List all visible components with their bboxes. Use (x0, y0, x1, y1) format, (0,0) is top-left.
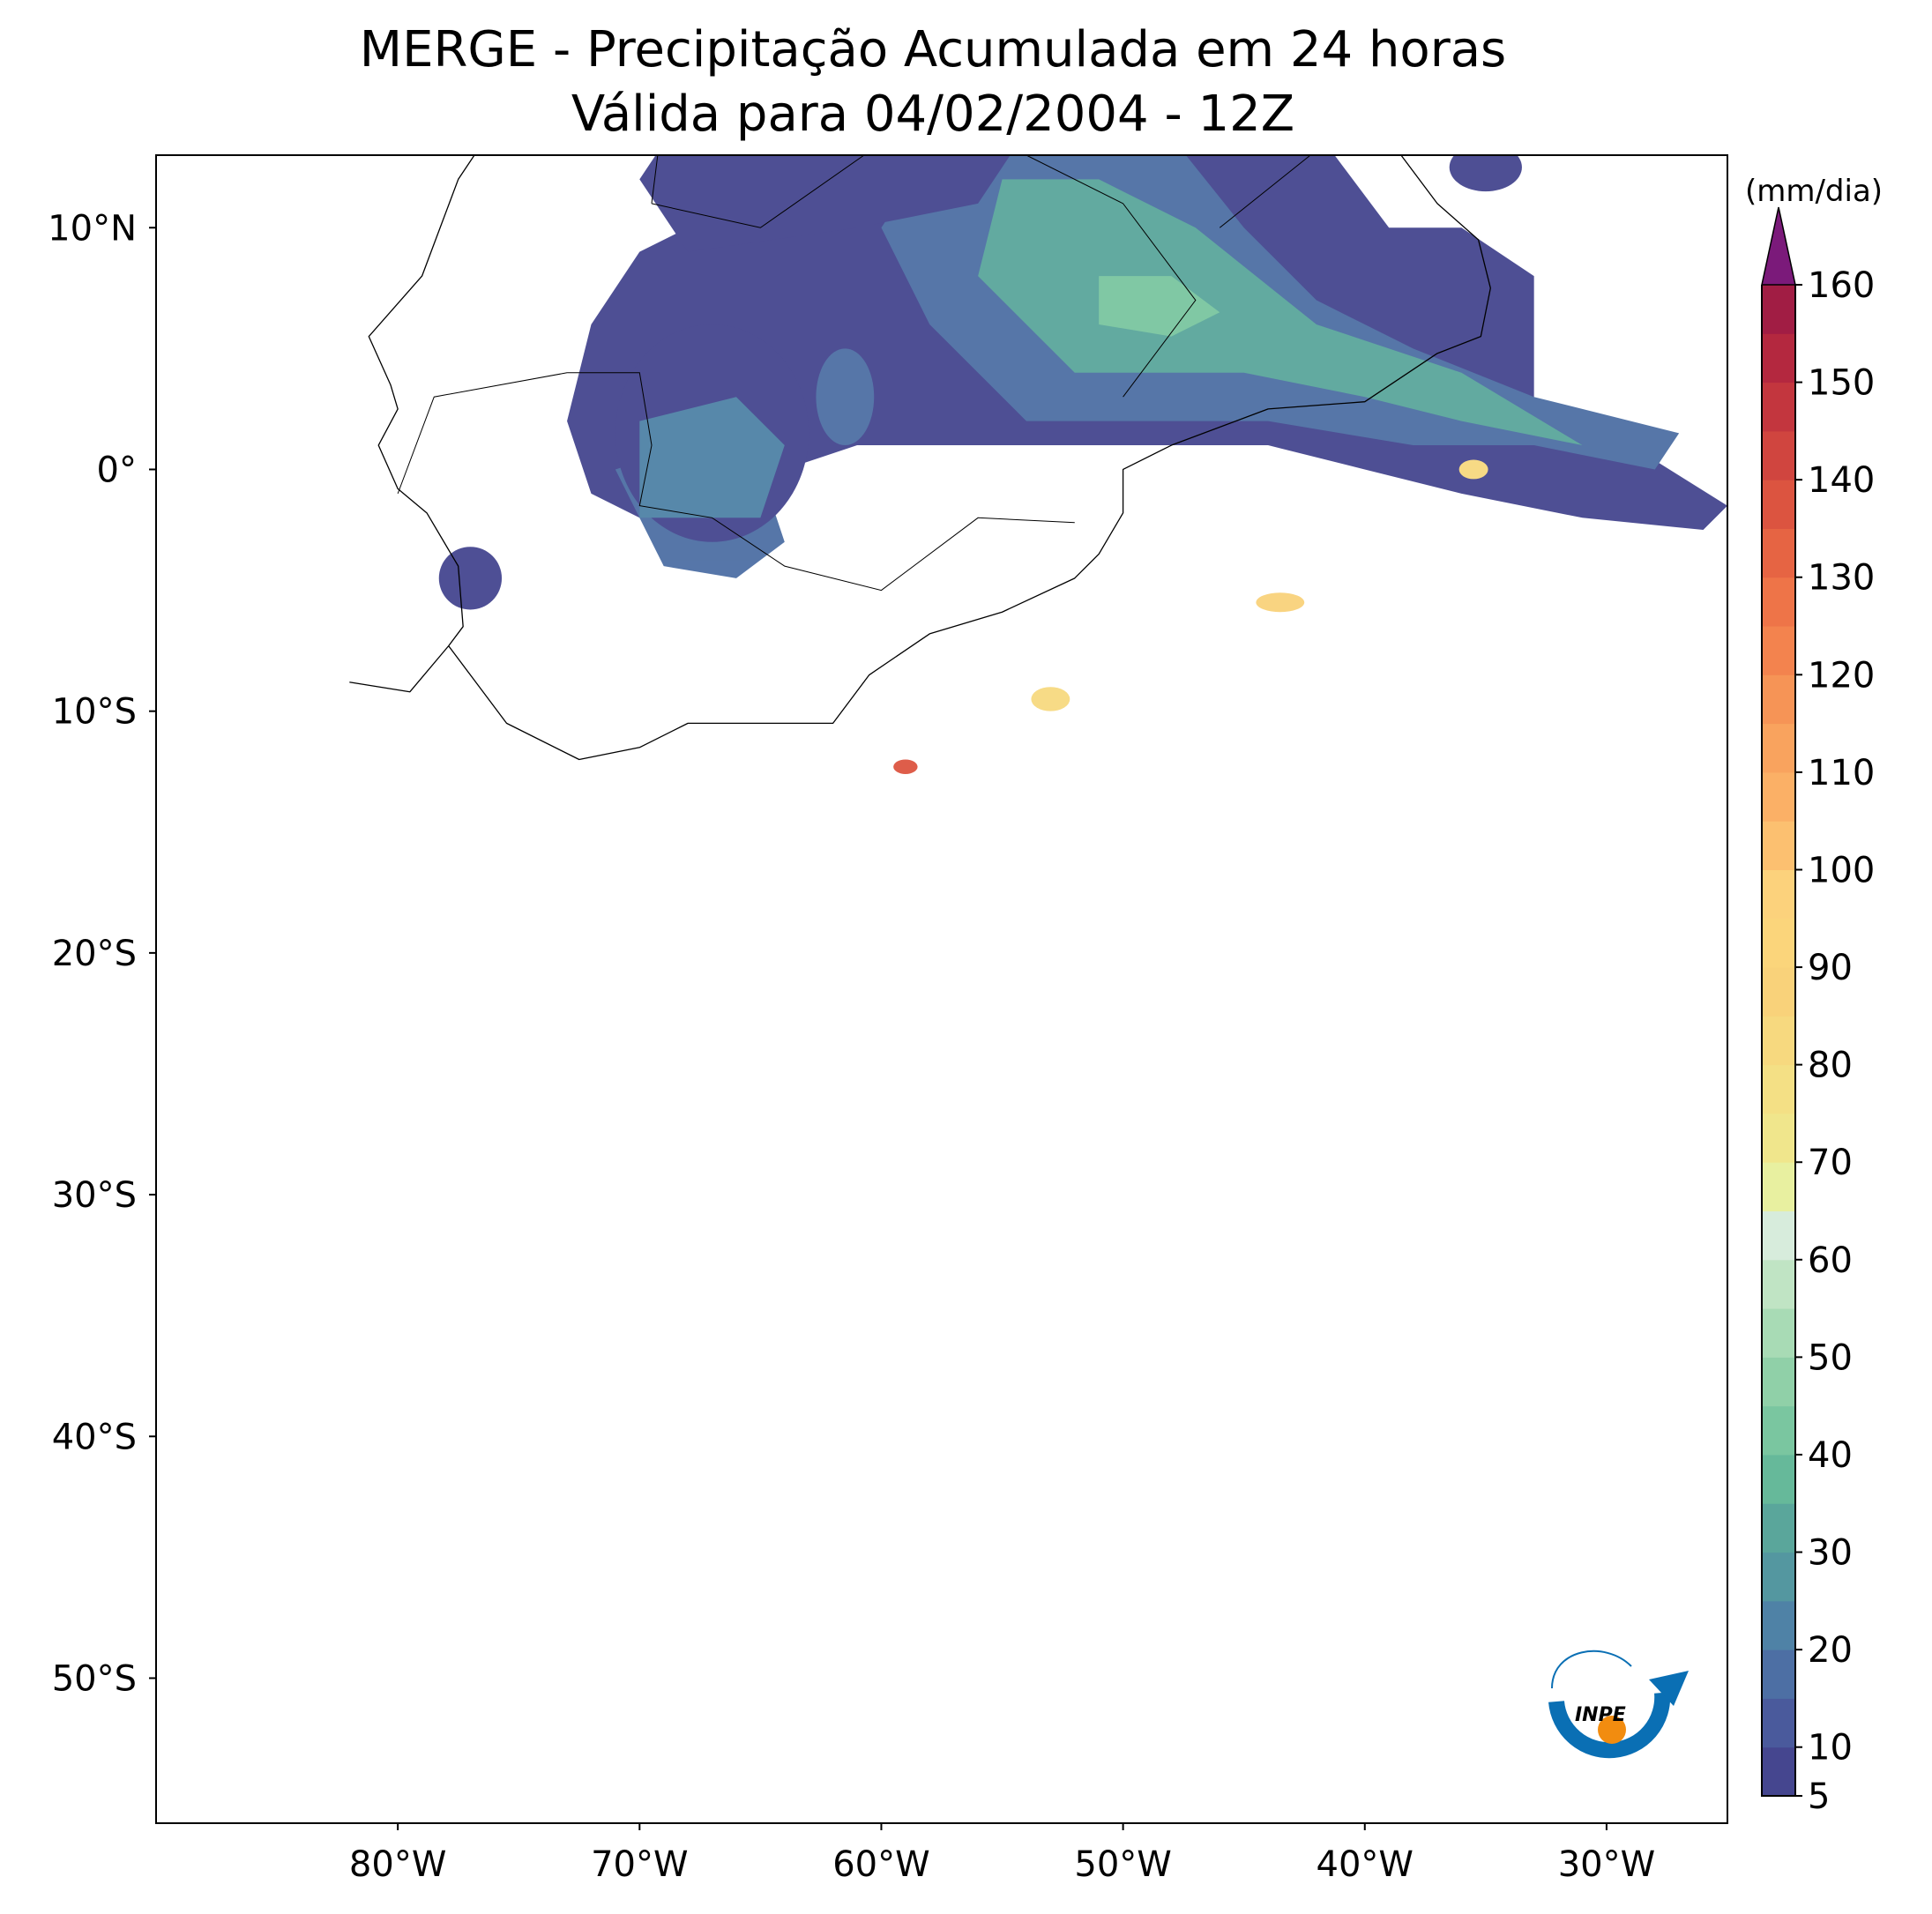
colorbar-segment (1762, 1600, 1795, 1650)
colorbar-segment (1762, 430, 1795, 480)
map-frame (155, 154, 1728, 1824)
colorbar-tick-label: 120 (1808, 655, 1875, 696)
colorbar-segment (1762, 967, 1795, 1017)
colorbar-segment (1762, 1064, 1795, 1114)
colorbar-segment (1762, 382, 1795, 432)
colorbar-segment (1762, 1454, 1795, 1504)
y-tick-label: 40°S (52, 1417, 137, 1457)
colorbar-tick-label: 150 (1808, 363, 1875, 404)
colorbar-tick-label: 140 (1808, 460, 1875, 501)
colorbar-tick-label: 70 (1808, 1143, 1853, 1183)
colorbar-tick-label: 20 (1808, 1630, 1853, 1671)
x-tick-label: 40°W (1317, 1844, 1414, 1885)
borders (398, 0, 1340, 591)
y-tick-label: 10°N (48, 208, 137, 249)
colorbar-segment (1762, 285, 1795, 334)
title-line-2: Válida para 04/02/2004 - 12Z (571, 86, 1294, 143)
colorbar-segment (1762, 918, 1795, 968)
colorbar-tick-label: 5 (1808, 1776, 1830, 1817)
colorbar-segment (1762, 869, 1795, 920)
colorbar-tick-label: 100 (1808, 850, 1875, 890)
y-tick-label: 0° (97, 450, 137, 490)
colorbar-segment (1762, 480, 1795, 529)
map-layers (349, 0, 1727, 774)
colorbar-outline (1761, 285, 1796, 1797)
colorbar-segment (1762, 1405, 1795, 1456)
y-tick-label: 30°S (52, 1175, 137, 1216)
colorbar-tick-label: 80 (1808, 1046, 1853, 1086)
colorbar-segment (1762, 626, 1795, 675)
map-area: INPE (349, 0, 1727, 1799)
logo-text: INPE (1575, 1704, 1626, 1726)
colorbar-segment (1762, 1210, 1795, 1261)
colorbar-extend (1761, 206, 1796, 286)
x-tick-label: 60°W (832, 1844, 929, 1885)
x-tick-label: 70°W (591, 1844, 688, 1885)
colorbar-tick-label: 130 (1808, 558, 1875, 599)
x-tick-label: 30°W (1558, 1844, 1655, 1885)
colorbar-segment (1762, 723, 1795, 773)
colorbar-segment (1762, 821, 1795, 870)
colorbar-tick-label: 110 (1808, 753, 1875, 793)
colorbar-segment (1762, 771, 1795, 822)
colorbar-segment (1762, 1162, 1795, 1212)
colorbar-segment (1762, 1698, 1795, 1748)
colorbar-segment (1762, 1552, 1795, 1602)
colorbar-tick-label: 30 (1808, 1533, 1853, 1574)
y-tick-label: 50°S (52, 1658, 137, 1699)
logo: INPE (1548, 1650, 1689, 1759)
precipitation-field (438, 155, 1727, 774)
y-tick-label: 10°S (52, 692, 137, 733)
colorbar-segment (1762, 1113, 1795, 1163)
title-line-1: MERGE - Precipitação Acumulada em 24 hor… (360, 21, 1506, 78)
colorbar-segment (1762, 528, 1795, 578)
colorbar-tick-label: 50 (1808, 1337, 1853, 1378)
colorbar-segment (1762, 333, 1795, 384)
colorbar-label: (mm/dia) (1745, 174, 1883, 209)
x-tick-label: 80°W (349, 1844, 446, 1885)
colorbar-segment (1762, 1746, 1795, 1797)
colorbar-tick-label: 90 (1808, 948, 1853, 988)
coastline (349, 0, 1490, 759)
colorbar-segment (1762, 674, 1795, 725)
x-tick-label: 50°W (1074, 1844, 1171, 1885)
colorbar-segment (1762, 1259, 1795, 1309)
colorbar-segment (1762, 577, 1795, 627)
colorbar-tick-label: 40 (1808, 1435, 1853, 1476)
colorbar-tick-label: 10 (1808, 1728, 1853, 1769)
colorbar-segment (1762, 1308, 1795, 1358)
colorbar-segment (1762, 1503, 1795, 1553)
colorbar-tick-label: 160 (1808, 265, 1875, 306)
colorbar-segment (1762, 1357, 1795, 1407)
y-tick-label: 20°S (52, 934, 137, 974)
colorbar-segment (1762, 1016, 1795, 1066)
colorbar-segment (1762, 1650, 1795, 1699)
colorbar-tick-label: 60 (1808, 1240, 1853, 1281)
